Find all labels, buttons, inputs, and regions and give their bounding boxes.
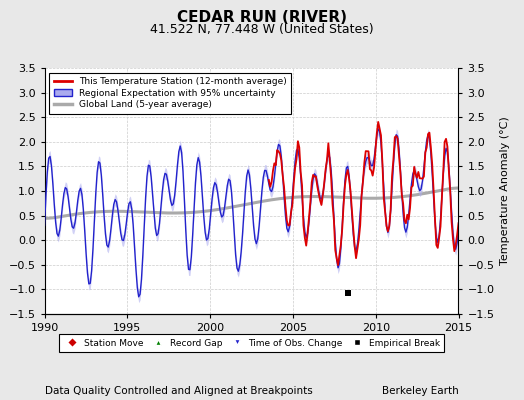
Text: 41.522 N, 77.448 W (United States): 41.522 N, 77.448 W (United States) [150,23,374,36]
Legend: This Temperature Station (12-month average), Regional Expectation with 95% uncer: This Temperature Station (12-month avera… [49,72,291,114]
Y-axis label: Temperature Anomaly (°C): Temperature Anomaly (°C) [500,117,510,265]
Text: Berkeley Earth: Berkeley Earth [382,386,458,396]
Legend: Station Move, Record Gap, Time of Obs. Change, Empirical Break: Station Move, Record Gap, Time of Obs. C… [59,334,444,352]
Text: CEDAR RUN (RIVER): CEDAR RUN (RIVER) [177,10,347,25]
Text: Data Quality Controlled and Aligned at Breakpoints: Data Quality Controlled and Aligned at B… [45,386,312,396]
